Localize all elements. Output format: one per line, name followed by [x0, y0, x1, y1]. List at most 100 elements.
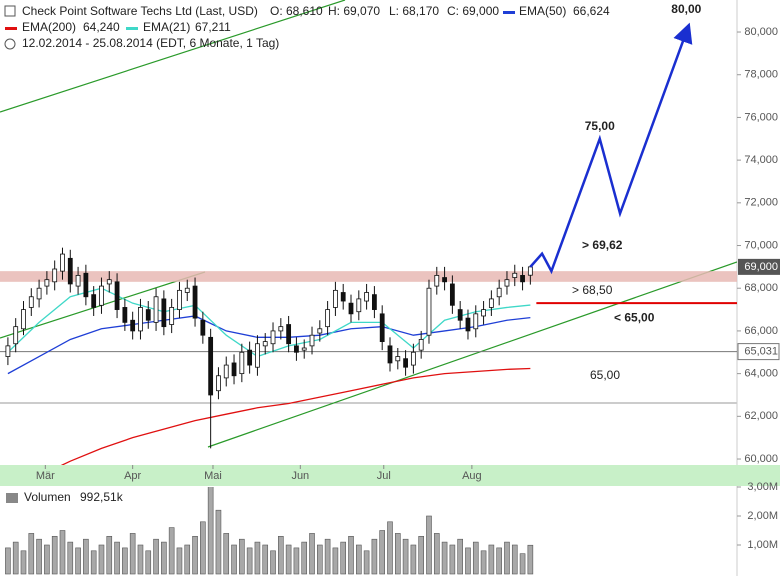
candle-body [442, 277, 447, 283]
volume-bar [480, 550, 487, 575]
y-tick-label: 66,000 [744, 325, 778, 337]
candle-body [255, 343, 260, 368]
volume-bar [36, 538, 42, 575]
candle-body [387, 345, 393, 364]
volume-bar [332, 547, 339, 575]
volume-bar [441, 541, 448, 575]
candle-body [169, 307, 175, 325]
y-tick-label: 76,000 [744, 111, 778, 123]
volume-last: 992,51k [80, 490, 124, 504]
candle-body [356, 298, 362, 313]
candle-body [340, 292, 346, 302]
resistance-zone [0, 271, 737, 282]
x-tick-label: Mär [36, 470, 55, 482]
volume-bar [246, 547, 253, 575]
volume-bar [51, 535, 58, 575]
volume-bar [394, 533, 401, 575]
candle-body [403, 358, 408, 368]
indicator-line [60, 367, 531, 465]
candle-body [457, 309, 463, 321]
candle-body [192, 285, 198, 319]
volume-bar [340, 541, 347, 575]
volume-bar [200, 521, 206, 575]
candle-body [161, 298, 167, 328]
volume-bar [161, 541, 167, 575]
candle-body [449, 283, 455, 306]
volume-bar [519, 553, 526, 575]
legend-value: 64,240 [83, 20, 120, 34]
volume-bar [168, 527, 175, 575]
last-price-box [738, 258, 780, 275]
volume-bar [324, 538, 331, 575]
candle-body [239, 351, 245, 375]
volume-bar [83, 538, 89, 575]
legend-label: EMA(21) [143, 20, 190, 34]
candle-body [106, 279, 112, 285]
candle-body [28, 296, 34, 308]
candle-body [67, 257, 73, 285]
volume-bar [465, 547, 471, 575]
candle-body [99, 285, 104, 306]
x-tick-label: Aug [462, 470, 482, 482]
volume-bar [137, 544, 144, 575]
candle-body [231, 362, 237, 377]
volume-bar [504, 541, 510, 575]
candle-body [527, 266, 533, 276]
y-tick-label: 78,000 [744, 69, 778, 81]
volume-bar [215, 509, 222, 575]
x-tick-label: Jun [291, 470, 309, 482]
candle-body [247, 349, 253, 366]
volume-bar [176, 547, 183, 575]
volume-bar [371, 538, 378, 575]
candle-body [130, 319, 136, 332]
candle-body [91, 294, 97, 308]
candle-body [520, 275, 525, 283]
price-axis: 60,000 62,000 64,000 66,000 68,000 70,000 72,0… [36, 26, 780, 551]
candle-body [138, 307, 143, 332]
x-tick-label: Apr [124, 470, 141, 482]
level-note: 65,00 [590, 368, 620, 382]
volume-bar [262, 544, 269, 575]
candle-body [371, 294, 377, 310]
volume-bar [129, 533, 136, 575]
y-tick-label: 70,000 [744, 239, 778, 251]
volume-bar [410, 544, 417, 575]
volume-bar [122, 547, 128, 575]
candle-body [512, 272, 518, 278]
candle-body [5, 345, 11, 357]
volume-bar [231, 544, 237, 575]
y-tick-label: 80,000 [744, 26, 778, 38]
candle-body [496, 287, 502, 298]
overlay: < 65,00> 68,50 65,00 > 69,62 75,00 80,00 [529, 2, 737, 382]
x-tick-label: Mai [204, 470, 222, 482]
candle-body [177, 289, 182, 310]
projection-label: > 69,62 [582, 238, 623, 252]
trend-line [0, 0, 346, 113]
candle-body [286, 324, 292, 345]
legend-label: EMA(200) [22, 20, 76, 34]
candle-body [410, 351, 416, 366]
volume-bar [59, 530, 66, 575]
candle-body [325, 309, 331, 328]
level-box [737, 343, 780, 361]
volume-bar [418, 535, 424, 575]
volume-bar [457, 538, 463, 575]
candle-body [488, 298, 494, 308]
volume-bar [12, 541, 19, 575]
volume-title: Volumen [24, 490, 71, 504]
candle-body [379, 313, 385, 342]
volume-bar [285, 544, 292, 575]
candle-body [122, 307, 128, 323]
candle-body [223, 364, 229, 379]
volume-bar [207, 487, 214, 575]
volume-bar [20, 550, 27, 575]
volume-bar [348, 535, 354, 575]
projection-label: 80,00 [671, 2, 701, 16]
candle-body [208, 336, 214, 396]
volume-bar [472, 541, 479, 575]
volume-tick-label: 3,00M [747, 481, 778, 493]
candle-body [270, 330, 276, 345]
projection-label: 75,00 [585, 119, 615, 133]
candle-body [473, 313, 479, 330]
